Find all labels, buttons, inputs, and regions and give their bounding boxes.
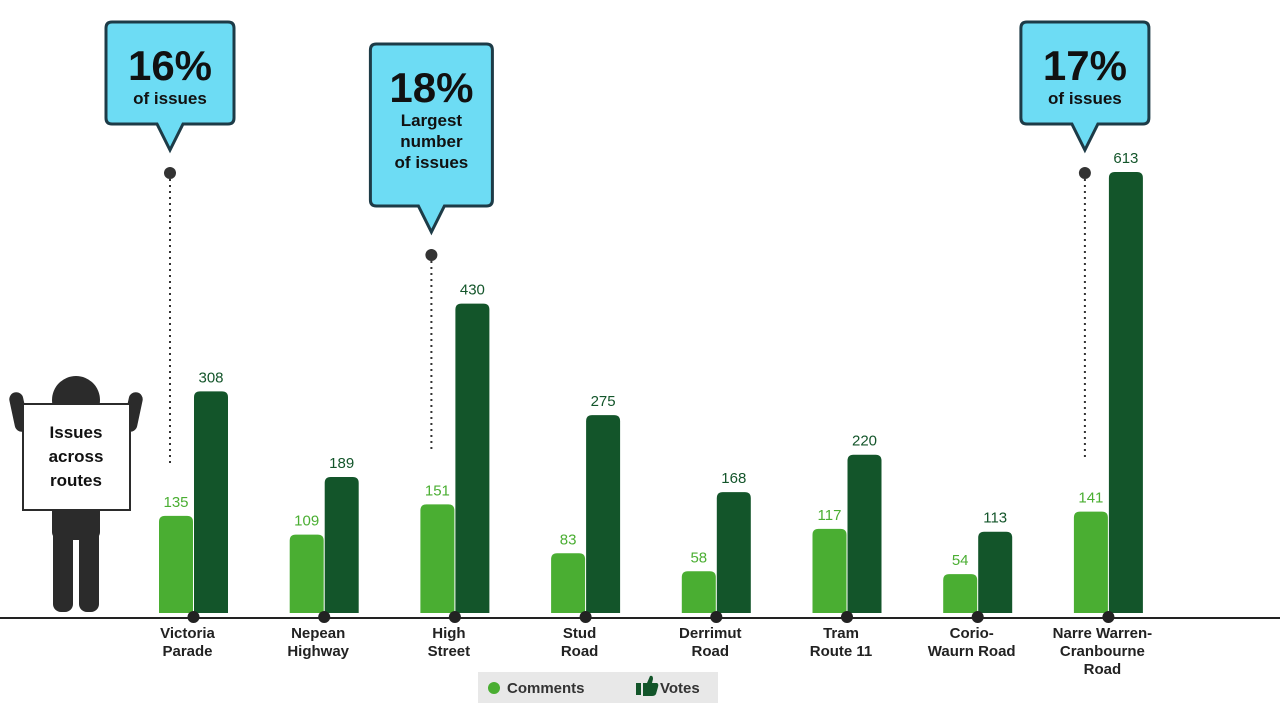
callout-percent: 17%	[1043, 42, 1127, 89]
callout-caption: Largest	[401, 111, 463, 130]
sign-line-2: across	[49, 447, 104, 466]
comments-value-label: 141	[1078, 490, 1103, 507]
callout-caption: of issues	[395, 153, 469, 172]
thumbs-up-icon	[636, 675, 659, 696]
callout-caption: of issues	[1048, 89, 1122, 108]
comments-bar	[812, 528, 847, 613]
callout: 17%of issues	[1019, 20, 1151, 460]
issues-sign: Issues across routes	[22, 403, 131, 511]
comments-bar	[943, 574, 978, 613]
comments-bar	[420, 504, 455, 613]
category-label: Stud Road	[561, 625, 599, 660]
category-labels: Victoria Parade Nepean Highway High Street Stu…	[160, 625, 1152, 678]
callout-anchor-dot	[425, 249, 438, 261]
comments-dot-icon	[488, 682, 500, 694]
legend-votes-label: Votes	[660, 680, 700, 697]
callout-anchor-dot	[164, 167, 176, 179]
votes-bar	[847, 454, 882, 613]
votes-value-label: 168	[721, 470, 746, 487]
sign-line-1: Issues	[50, 423, 103, 442]
category-label: Corio-Waurn Road	[928, 625, 1016, 660]
category-label: Victoria Parade	[160, 625, 215, 660]
comments-bar	[159, 515, 193, 613]
comments-value-label: 83	[560, 531, 577, 548]
comments-value-label: 151	[425, 482, 450, 499]
legend: Comments Votes	[478, 672, 718, 703]
callout-box	[368, 42, 494, 236]
votes-bar	[978, 531, 1013, 613]
votes-value-label: 308	[198, 369, 223, 386]
votes-bar	[1108, 172, 1143, 613]
sign-line-3: routes	[50, 471, 102, 490]
votes-bar	[716, 492, 751, 613]
category-label: Nepean Highway	[287, 625, 349, 660]
comments-value-label: 54	[952, 552, 969, 569]
comments-bar	[289, 534, 324, 613]
callout-caption: number	[400, 132, 463, 151]
category-label: Narre Warren-Cranbourne Road	[1053, 625, 1152, 678]
category-label: High Street	[428, 625, 471, 660]
bars-layer: 135 308 109 189 151 430 83 275 58 168 117 220 54 113 1…	[159, 150, 1143, 623]
callout-percent: 16%	[128, 42, 212, 89]
votes-value-label: 113	[983, 510, 1007, 527]
comments-bar	[681, 571, 716, 613]
comments-value-label: 135	[163, 494, 188, 511]
comments-value-label: 117	[818, 507, 842, 524]
callout: 18%Largest number of issues	[368, 42, 494, 453]
votes-bar	[194, 391, 228, 613]
votes-value-label: 613	[1113, 150, 1138, 167]
callout-anchor-dot	[1078, 167, 1091, 179]
category-label: Derrimut Road	[679, 625, 742, 660]
callout-box	[104, 20, 236, 154]
callout-caption: of issues	[133, 89, 207, 108]
votes-value-label: 220	[852, 433, 877, 450]
votes-value-label: 275	[591, 393, 616, 410]
category-label: Tram Route 11	[810, 625, 873, 660]
callout: 16%of issues	[104, 20, 236, 464]
comments-bar	[551, 553, 586, 613]
votes-bar	[586, 415, 621, 613]
votes-value-label: 189	[329, 455, 354, 472]
callout-percent: 18%	[389, 64, 473, 111]
comments-bar	[1073, 511, 1108, 613]
comments-value-label: 58	[690, 549, 707, 566]
callout-box	[1019, 20, 1151, 154]
votes-bar	[455, 303, 490, 613]
votes-value-label: 430	[460, 282, 485, 299]
comments-value-label: 109	[294, 513, 319, 530]
legend-comments-label: Comments	[507, 680, 585, 697]
votes-bar	[324, 477, 359, 613]
